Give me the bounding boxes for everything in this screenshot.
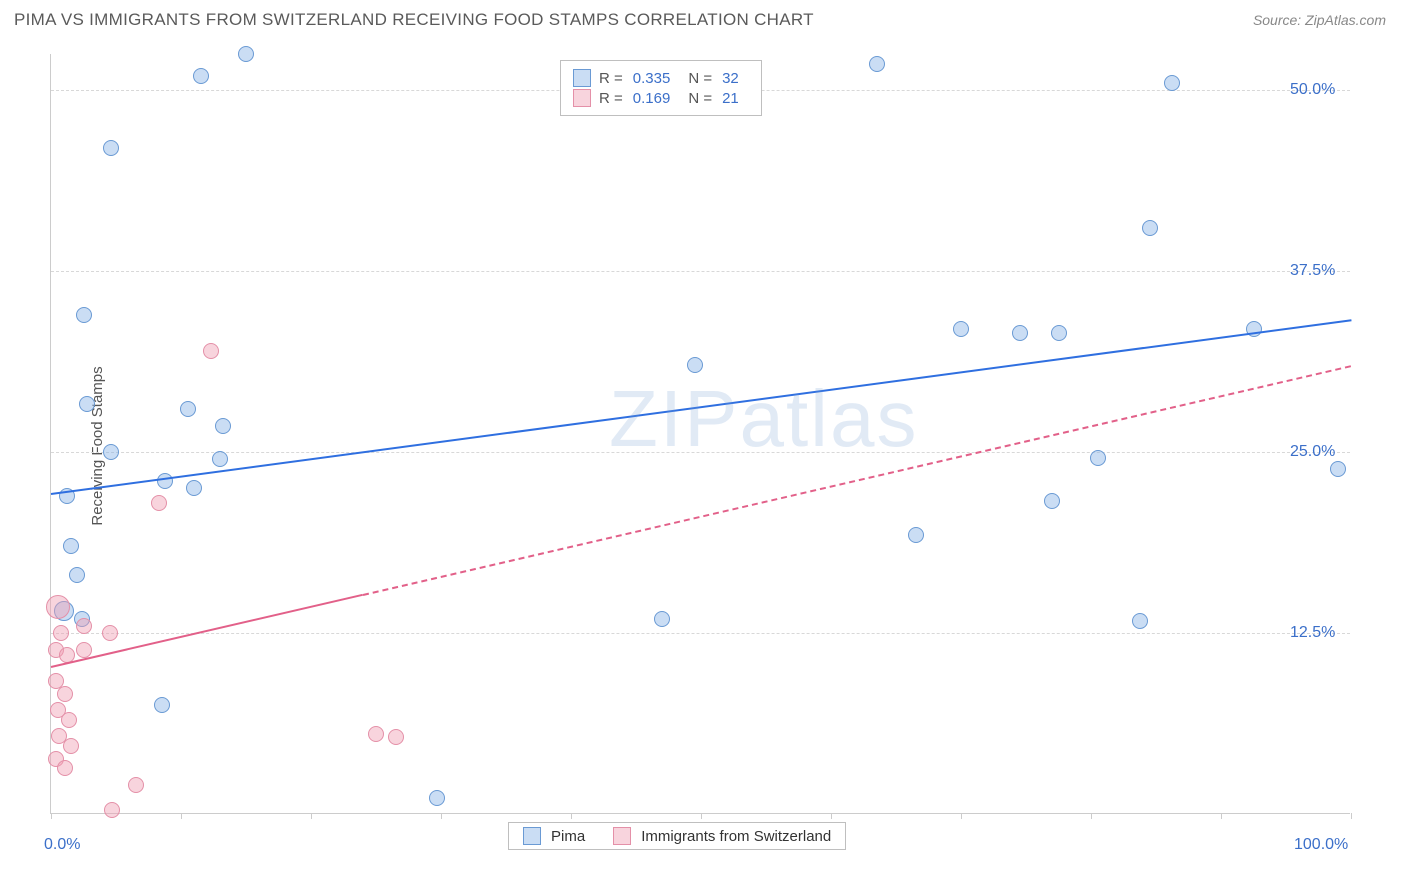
data-point	[104, 802, 120, 818]
data-point	[180, 401, 196, 417]
legend-swatch	[573, 89, 591, 107]
data-point	[69, 567, 85, 583]
data-point	[1044, 493, 1060, 509]
legend-swatch	[573, 69, 591, 87]
trend-line	[51, 594, 363, 668]
stat-r-eq: R =	[599, 70, 623, 87]
data-point	[1090, 450, 1106, 466]
data-point	[908, 527, 924, 543]
data-point	[1012, 325, 1028, 341]
x-tick-label: 100.0%	[1294, 836, 1348, 854]
data-point	[186, 480, 202, 496]
legend-label: Pima	[551, 828, 585, 845]
data-point	[1051, 325, 1067, 341]
x-tick	[961, 813, 962, 819]
data-point	[1132, 613, 1148, 629]
data-point	[869, 56, 885, 72]
gridline	[51, 633, 1350, 634]
trend-line	[51, 319, 1351, 495]
x-tick	[51, 813, 52, 819]
stats-row: R = 0.335 N = 32	[573, 69, 749, 87]
trend-line	[363, 365, 1351, 596]
data-point	[76, 307, 92, 323]
data-point	[76, 618, 92, 634]
data-point	[429, 790, 445, 806]
stats-row: R = 0.169 N = 21	[573, 89, 749, 107]
x-tick	[1351, 813, 1352, 819]
y-tick-label: 12.5%	[1290, 624, 1335, 642]
gridline	[51, 271, 1350, 272]
y-tick-label: 50.0%	[1290, 81, 1335, 99]
data-point	[212, 451, 228, 467]
data-point	[157, 473, 173, 489]
stat-r-eq: R =	[599, 90, 623, 107]
data-point	[103, 444, 119, 460]
data-point	[203, 343, 219, 359]
y-tick-label: 25.0%	[1290, 443, 1335, 461]
data-point	[102, 625, 118, 641]
stat-n-eq: N =	[688, 70, 712, 87]
data-point	[63, 738, 79, 754]
stat-r-val: 0.169	[633, 90, 671, 107]
legend-label: Immigrants from Switzerland	[641, 828, 831, 845]
x-tick	[571, 813, 572, 819]
data-point	[1142, 220, 1158, 236]
stat-r-val: 0.335	[633, 70, 671, 87]
stat-n-eq: N =	[688, 90, 712, 107]
data-point	[154, 697, 170, 713]
data-point	[61, 712, 77, 728]
data-point	[63, 538, 79, 554]
data-point	[654, 611, 670, 627]
x-tick-label: 0.0%	[44, 836, 80, 854]
data-point	[57, 760, 73, 776]
data-point	[215, 418, 231, 434]
data-point	[687, 357, 703, 373]
gridline	[51, 452, 1350, 453]
y-tick-label: 37.5%	[1290, 262, 1335, 280]
stat-n-val: 32	[722, 70, 739, 87]
x-tick	[1091, 813, 1092, 819]
x-tick	[831, 813, 832, 819]
legend-swatch	[523, 827, 541, 845]
data-point	[79, 396, 95, 412]
x-tick	[701, 813, 702, 819]
chart-source: Source: ZipAtlas.com	[1253, 12, 1386, 28]
data-point	[193, 68, 209, 84]
stats-legend-box: R = 0.335 N = 32 R = 0.169 N = 21	[560, 60, 762, 116]
x-tick	[181, 813, 182, 819]
x-tick	[311, 813, 312, 819]
data-point	[238, 46, 254, 62]
plot-area	[50, 54, 1350, 814]
x-tick	[441, 813, 442, 819]
x-tick	[1221, 813, 1222, 819]
data-point	[53, 625, 69, 641]
data-point	[151, 495, 167, 511]
series-legend: Pima Immigrants from Switzerland	[508, 822, 846, 850]
legend-swatch	[613, 827, 631, 845]
data-point	[46, 595, 70, 619]
chart-title: PIMA VS IMMIGRANTS FROM SWITZERLAND RECE…	[14, 10, 814, 30]
stat-n-val: 21	[722, 90, 739, 107]
data-point	[388, 729, 404, 745]
data-point	[128, 777, 144, 793]
data-point	[57, 686, 73, 702]
data-point	[368, 726, 384, 742]
data-point	[1330, 461, 1346, 477]
data-point	[1164, 75, 1180, 91]
data-point	[103, 140, 119, 156]
data-point	[953, 321, 969, 337]
